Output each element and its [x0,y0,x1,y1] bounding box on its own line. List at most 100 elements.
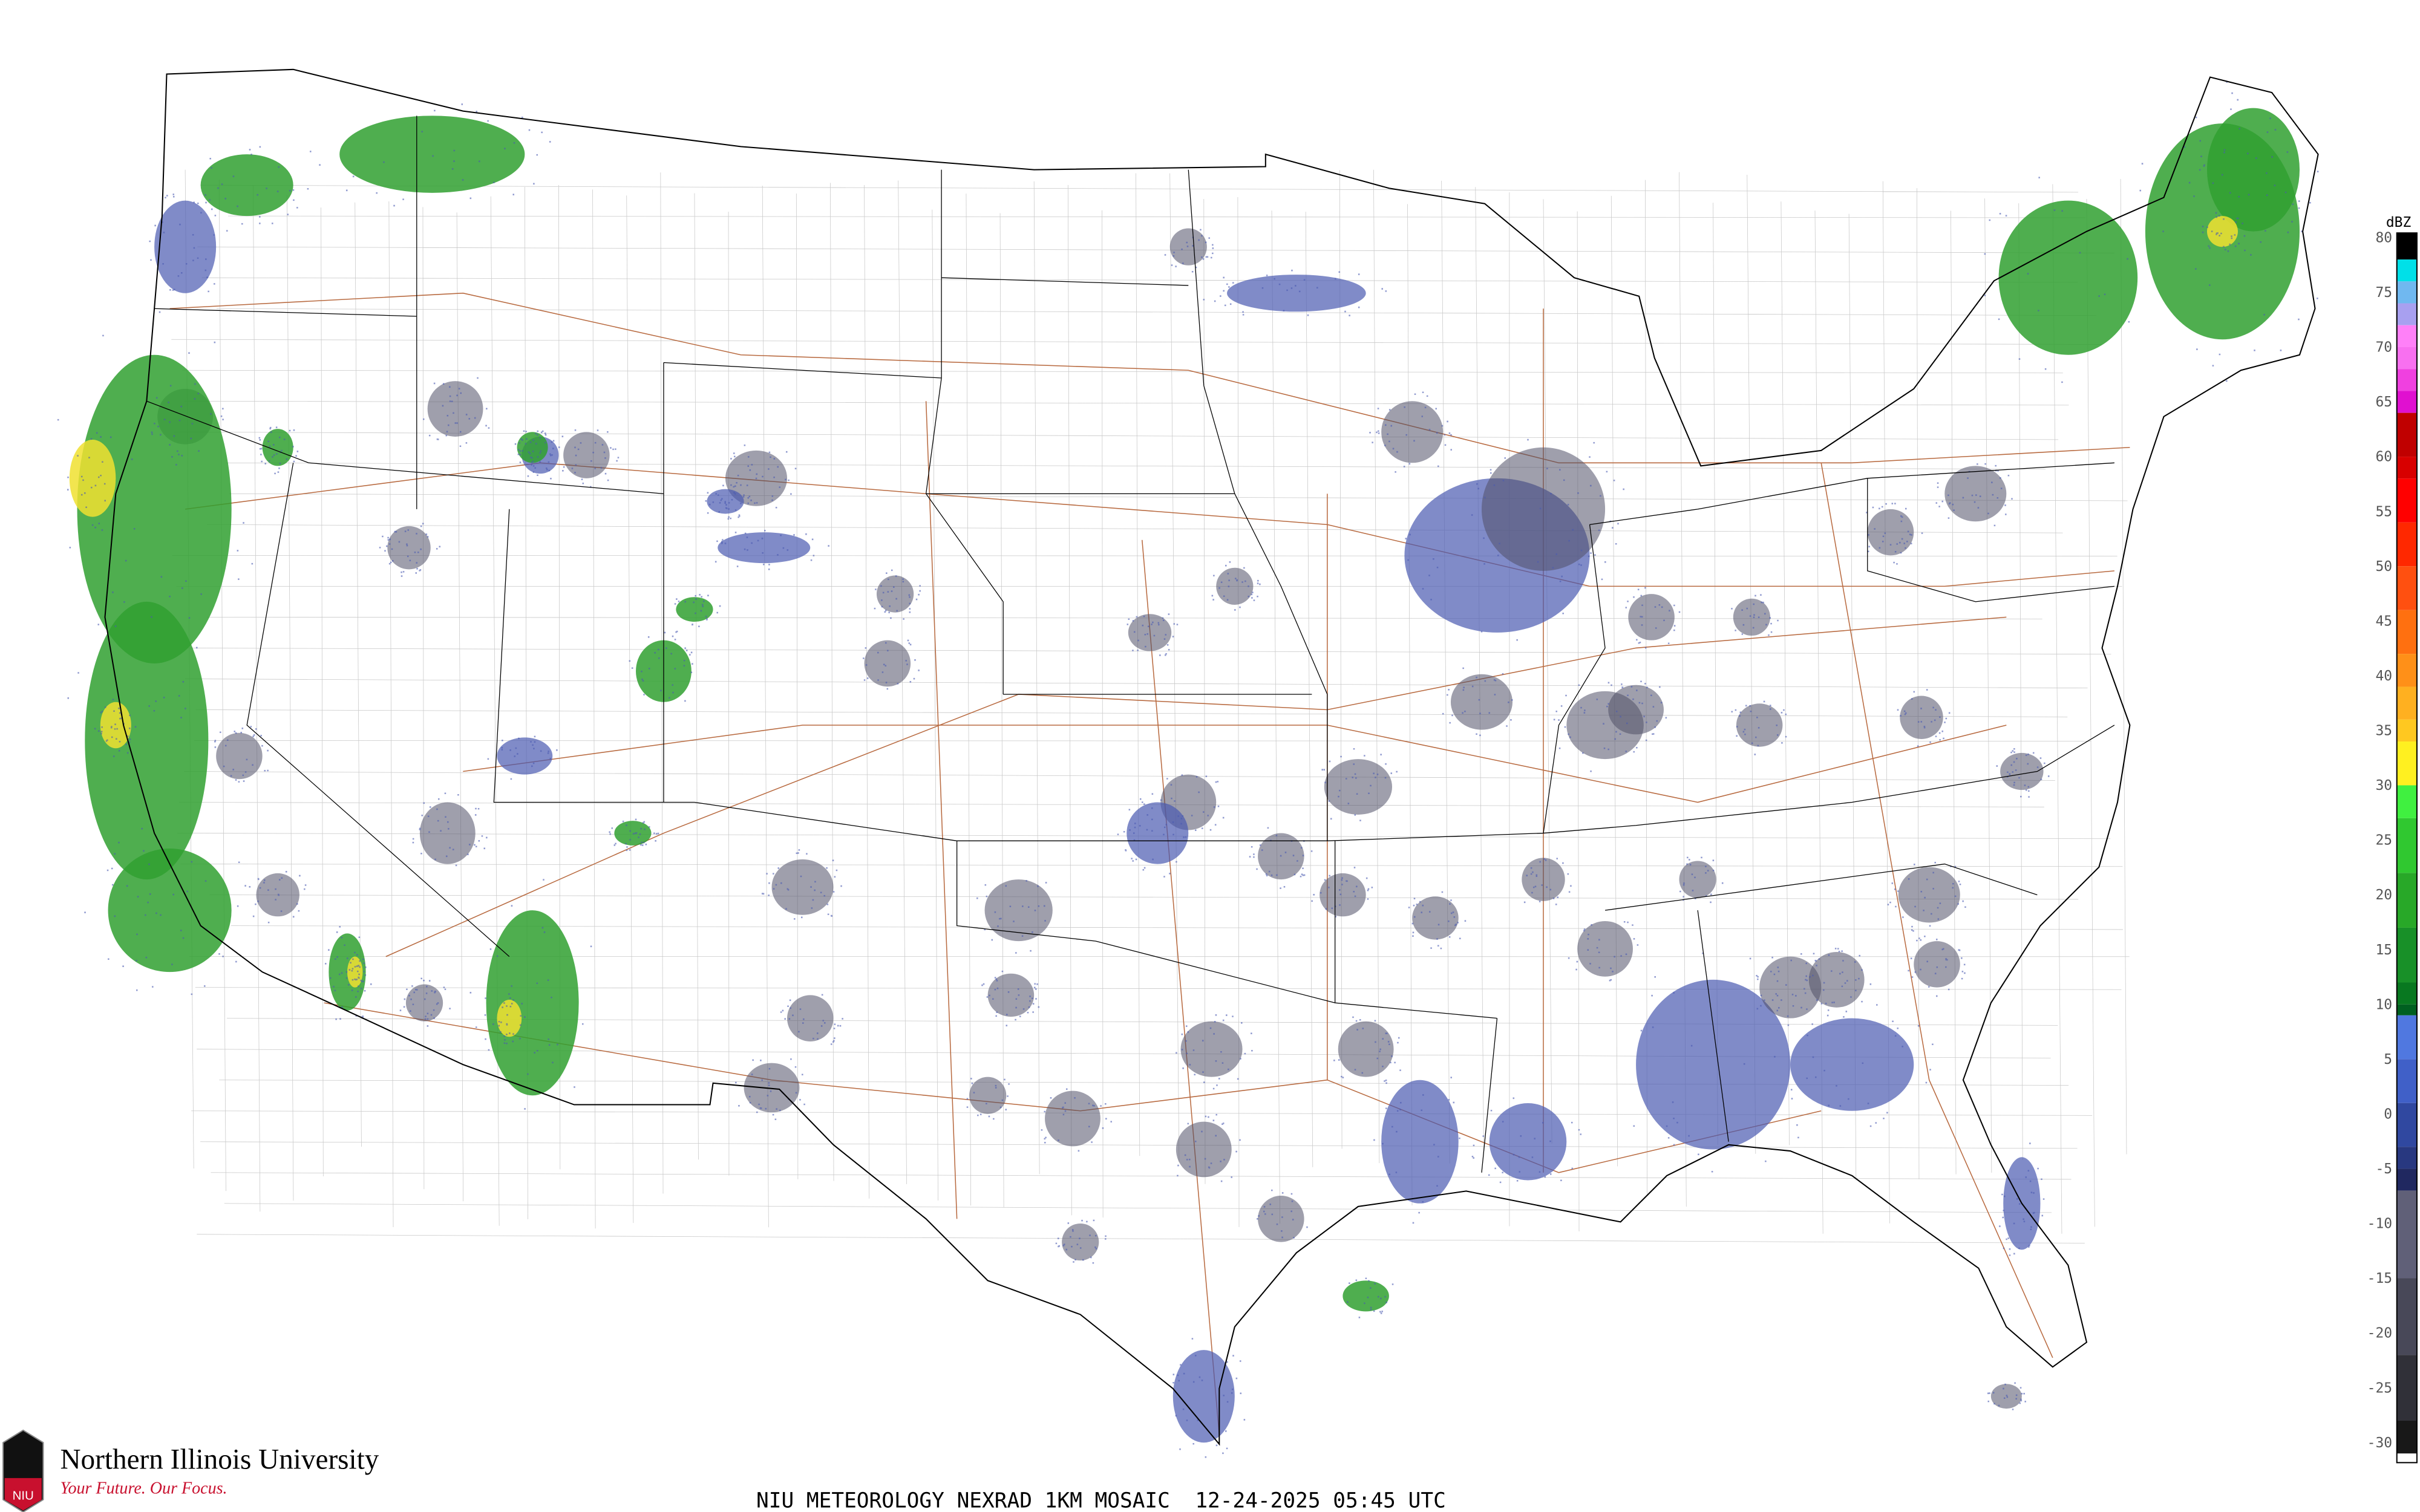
legend-swatch [2396,233,2417,260]
clear-air-echo [1128,614,1172,651]
clear-air-echo [1324,759,1393,815]
legend-tick-label: 60 [2375,449,2392,465]
highway [169,292,2130,464]
legend-swatch [2396,1059,2417,1103]
clear-air-echo [1338,1021,1394,1077]
legend-swatch [2396,522,2417,567]
legend-tick-label: 45 [2375,613,2392,629]
logo-tagline: Your Future. Our Focus. [60,1479,227,1497]
legend-swatch [2396,325,2417,347]
clear-air-echo [216,732,263,780]
light-echo [1636,979,1791,1150]
moderate-echo [2206,108,2300,232]
legend-swatch [2396,369,2417,391]
legend-tick-label: 65 [2375,394,2392,410]
legend-tick-label: 50 [2375,559,2392,575]
legend-swatch [2396,391,2417,413]
legend-swatch [2396,610,2417,654]
clear-air-echo [387,526,431,570]
legend-swatch [2396,719,2417,742]
light-echo [1227,275,1366,312]
legend-swatch [2396,927,2417,983]
clear-air-echo [405,984,443,1022]
legend-frame [2396,232,2418,1464]
legend-swatch [2396,478,2417,523]
legend-swatch [2396,1147,2417,1169]
light-echo [1127,802,1189,864]
legend-swatch [2396,982,2417,1005]
clear-air-echo [1914,941,1960,988]
heavy-echo [347,956,363,988]
highway [185,462,2114,587]
legend-swatch [2396,818,2417,873]
clear-air-echo [987,973,1035,1017]
legend-swatch [2396,686,2417,720]
clear-air-echo [1898,867,1960,923]
legend-swatch [2396,1355,2417,1421]
legend-tick-label: 30 [2375,778,2392,793]
clear-air-echo [1216,567,1254,605]
legend-tick-label: 20 [2375,887,2392,903]
clear-air-echo [1522,858,1565,901]
moderate-echo [517,432,548,463]
light-echo [1790,1018,1914,1111]
legend-tick-label: 40 [2375,668,2392,684]
clear-air-echo [1320,873,1366,917]
legend-tick-label: -5 [2375,1161,2392,1177]
highway-lines [169,292,2130,1435]
legend-swatch [2396,1453,2417,1463]
legend-tick-label: -10 [2367,1216,2392,1232]
clear-air-echo [984,879,1053,942]
clear-air-echo [427,381,483,437]
legend-swatch [2396,412,2417,457]
light-echo [718,532,811,564]
clear-air-echo [1062,1223,1099,1261]
clear-air-echo [2000,752,2044,790]
moderate-echo [200,154,293,217]
legend-swatch [2396,1004,2417,1015]
clear-air-echo [1736,703,1783,747]
map-caption: NIU METEOROLOGY NEXRAD 1KM MOSAIC 12-24-… [756,1488,1446,1512]
legend-color-bar [2396,233,2417,1463]
legend-swatch [2396,1420,2417,1454]
niu-logo: NIU Northern Illinois University Your Fu… [2,1429,379,1512]
moderate-echo [1998,200,2138,355]
legend-tick-label: 0 [2384,1106,2392,1122]
legend-tick-label: 80 [2375,230,2392,246]
clear-air-echo [1412,896,1459,940]
legend-tick-label: 5 [2384,1052,2392,1067]
clear-air-echo [876,575,914,613]
clear-air-echo [1258,1196,1304,1242]
legend-tick-label: 35 [2375,723,2392,739]
clear-air-echo [787,995,834,1041]
legend-swatch [2396,654,2417,687]
light-echo [497,737,553,775]
legend-tick-label: -15 [2367,1271,2392,1286]
clear-air-echo [1450,674,1512,730]
legend-swatch [2396,873,2417,928]
clear-air-echo [744,1063,800,1113]
legend-tick-label: -30 [2367,1435,2392,1451]
legend-swatch [2396,457,2417,479]
legend-swatch [2396,785,2417,818]
legend-unit-label: dBZ [2386,215,2412,230]
legend-swatch [2396,281,2417,304]
clear-air-echo [1944,466,2007,522]
light-echo [1381,1080,1459,1204]
highway [385,616,2007,957]
moderate-echo [676,597,713,622]
clear-air-echo [563,432,610,478]
clear-air-echo [1900,696,1943,739]
clear-air-echo [1733,598,1771,636]
heavy-echo [497,1000,522,1037]
legend-swatch [2396,303,2417,325]
clear-air-echo [1381,401,1444,463]
clear-air-echo [1045,1090,1100,1147]
legend-swatch [2396,1190,2417,1279]
clear-air-echo [1679,861,1716,898]
echo-speckle [57,81,2319,1458]
light-echo [154,200,217,293]
heavy-echo [2206,216,2238,247]
